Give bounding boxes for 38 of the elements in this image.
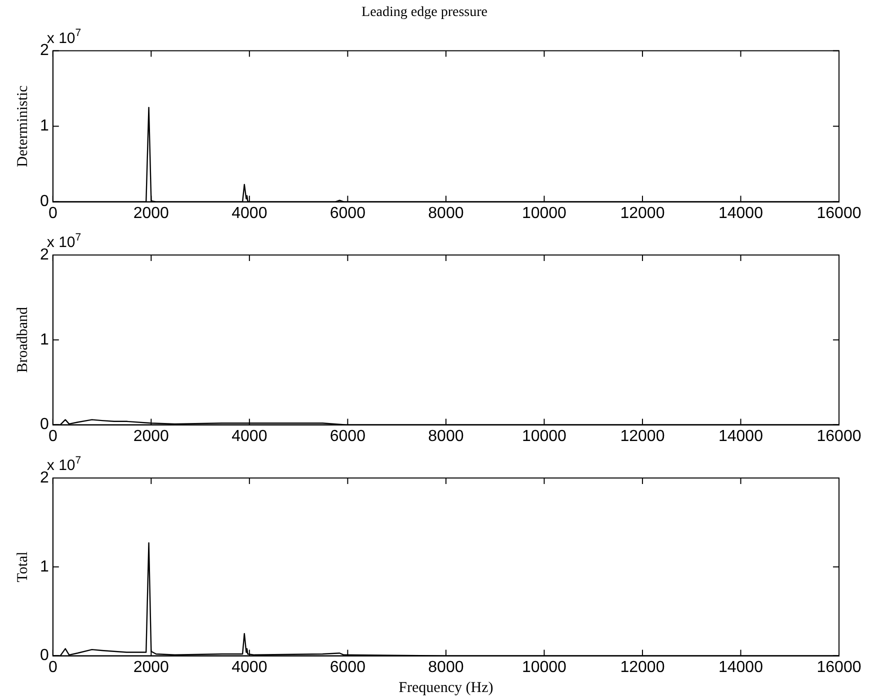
y-tick-label: 1 (40, 331, 49, 348)
x-tick-label: 2000 (133, 658, 170, 676)
x-tick-label: 2000 (133, 428, 170, 445)
x-axis-title: Frequency (Hz) (398, 680, 494, 696)
x-tick-label: 8000 (428, 658, 464, 676)
x-tick-label: 14000 (718, 204, 764, 222)
y-tick-label: 1 (40, 558, 49, 576)
x-tick-label: 12000 (620, 428, 665, 445)
x-tick-label: 16000 (816, 658, 862, 676)
y-tick-label: 2 (40, 469, 49, 486)
y-axis-title: Deterministic (14, 85, 31, 168)
x-tick-label: 10000 (522, 204, 567, 222)
y-axis-title: Total (14, 552, 31, 582)
y-tick-label: 2 (40, 42, 49, 60)
x-tick-label: 12000 (620, 658, 665, 676)
y-tick-label: 1 (40, 118, 49, 135)
chart-title: Leading edge pressure (362, 5, 488, 20)
x-tick-label: 4000 (232, 204, 268, 222)
y-tick-label: 0 (40, 647, 49, 664)
x-tick-label: 4000 (232, 428, 268, 445)
x-tick-label: 8000 (428, 204, 464, 222)
y-axis-title: Broadband (14, 306, 31, 373)
x-tick-label: 6000 (330, 428, 366, 445)
x-tick-label: 4000 (232, 658, 268, 676)
x-tick-label: 16000 (816, 204, 862, 222)
x-tick-label: 2000 (133, 204, 170, 222)
x-tick-label: 16000 (816, 428, 862, 445)
x-tick-label: 10000 (522, 428, 567, 445)
y-tick-label: 2 (40, 246, 49, 264)
x-tick-label: 12000 (620, 204, 665, 222)
x-tick-label: 6000 (330, 204, 366, 222)
y-tick-label: 0 (40, 193, 49, 210)
x-tick-label: 14000 (718, 658, 764, 676)
x-tick-label: 6000 (330, 658, 366, 676)
x-tick-label: 8000 (428, 428, 464, 445)
y-tick-label: 0 (40, 416, 49, 434)
x-tick-label: 14000 (718, 428, 764, 445)
x-tick-label: 10000 (522, 658, 567, 676)
